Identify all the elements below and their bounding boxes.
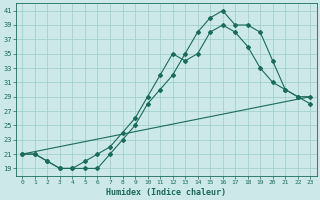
X-axis label: Humidex (Indice chaleur): Humidex (Indice chaleur)	[106, 188, 226, 197]
